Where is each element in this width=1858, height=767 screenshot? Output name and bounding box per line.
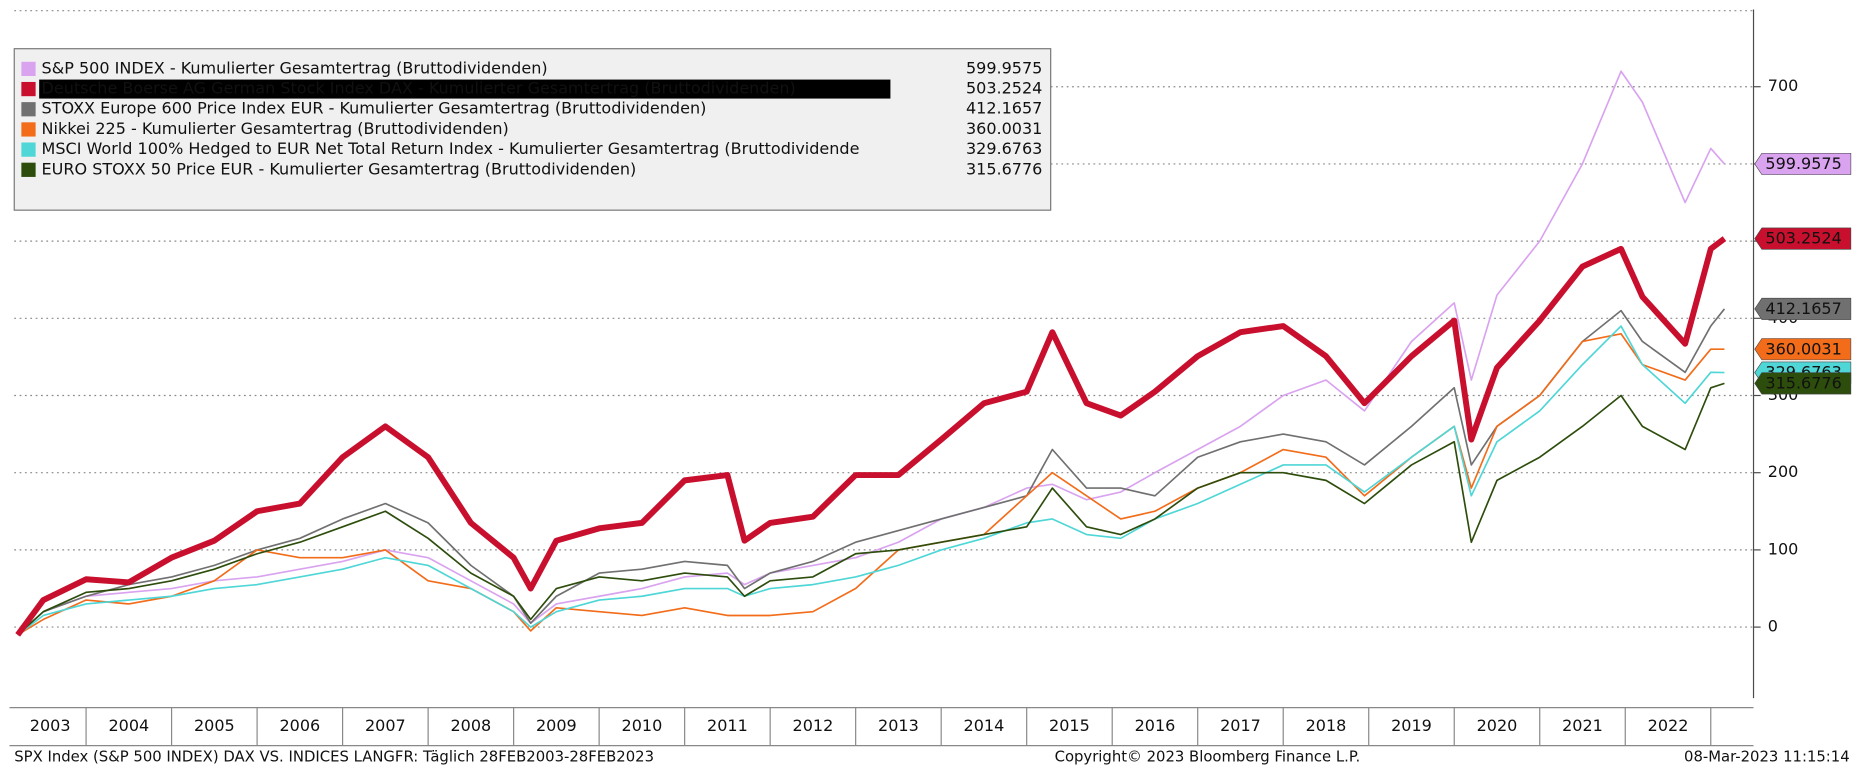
x-tick-label: 2005 <box>194 716 235 735</box>
footer-left: SPX Index (S&P 500 INDEX) DAX VS. INDICE… <box>14 748 654 765</box>
legend-swatch <box>21 102 36 117</box>
x-tick-label: 2018 <box>1306 716 1347 735</box>
legend-value: 503.2524 <box>966 79 1042 98</box>
x-tick-label: 2016 <box>1135 716 1176 735</box>
series-line <box>15 236 1727 637</box>
value-box <box>1754 338 1852 361</box>
value-box-label: 315.6776 <box>1765 373 1841 392</box>
legend-value: 360.0031 <box>966 119 1042 138</box>
legend-value: 599.9575 <box>966 58 1042 77</box>
legend-swatch <box>21 81 36 97</box>
legend-swatch <box>21 61 36 77</box>
x-tick-label: 2021 <box>1562 716 1603 735</box>
legend-label: Deutsche Boerse AG German Stock Index DA… <box>42 79 796 98</box>
x-tick-label: 2006 <box>279 716 320 735</box>
x-tick-label: 2004 <box>108 716 149 735</box>
x-tick-label: 2020 <box>1477 716 1518 735</box>
y-tick-label: 200 <box>1768 462 1799 481</box>
value-box-label: 412.1657 <box>1765 299 1841 318</box>
value-box-label: 360.0031 <box>1765 339 1841 358</box>
legend-value: 412.1657 <box>966 99 1042 118</box>
legend-swatch <box>21 122 36 137</box>
x-tick-label: 2022 <box>1648 716 1689 735</box>
series-line <box>17 382 1725 636</box>
x-tick-label: 2012 <box>793 716 834 735</box>
legend-swatch <box>21 142 36 157</box>
y-tick-label: 100 <box>1768 539 1799 558</box>
x-tick-label: 2003 <box>30 716 71 735</box>
footer-right: 08-Mar-2023 11:15:14 <box>1684 748 1850 765</box>
x-tick-label: 2019 <box>1391 716 1432 735</box>
legend-swatch <box>21 162 36 177</box>
value-box <box>1754 152 1852 175</box>
x-tick-label: 2007 <box>365 716 406 735</box>
x-tick-label: 2013 <box>878 716 919 735</box>
value-box <box>1754 227 1852 250</box>
legend-highlight <box>39 79 891 99</box>
x-tick-label: 2009 <box>536 716 577 735</box>
legend-label: STOXX Europe 600 Price Index EUR - Kumul… <box>42 99 707 118</box>
y-tick-label: 0 <box>1768 617 1778 636</box>
legend-box <box>13 48 1052 211</box>
legend-label: EURO STOXX 50 Price EUR - Kumulierter Ge… <box>42 159 637 178</box>
x-tick-label: 2011 <box>707 716 748 735</box>
legend-label: S&P 500 INDEX - Kumulierter Gesamtertrag… <box>42 58 548 77</box>
x-tick-label: 2017 <box>1220 716 1261 735</box>
series-line <box>17 70 1726 636</box>
legend-label: Nikkei 225 - Kumulierter Gesamtertrag (B… <box>42 119 509 138</box>
value-box-label: 503.2524 <box>1765 229 1841 248</box>
value-box <box>1754 297 1852 320</box>
legend-label: MSCI World 100% Hedged to EUR Net Total … <box>42 139 860 158</box>
value-box-label: 599.9575 <box>1765 154 1841 173</box>
value-box <box>1754 372 1852 395</box>
series-line <box>17 325 1725 636</box>
legend: S&P 500 INDEX - Kumulierter Gesamtertrag… <box>13 48 1052 211</box>
x-tick-label: 2008 <box>450 716 491 735</box>
legend-value: 329.6763 <box>966 139 1042 158</box>
legend-value: 315.6776 <box>966 159 1042 178</box>
x-tick-label: 2014 <box>964 716 1005 735</box>
series-line <box>17 308 1726 636</box>
footer-center: Copyright© 2023 Bloomberg Finance L.P. <box>1055 748 1361 765</box>
x-tick-label: 2015 <box>1049 716 1090 735</box>
y-tick-label: 700 <box>1768 76 1799 95</box>
x-tick-label: 2010 <box>622 716 663 735</box>
